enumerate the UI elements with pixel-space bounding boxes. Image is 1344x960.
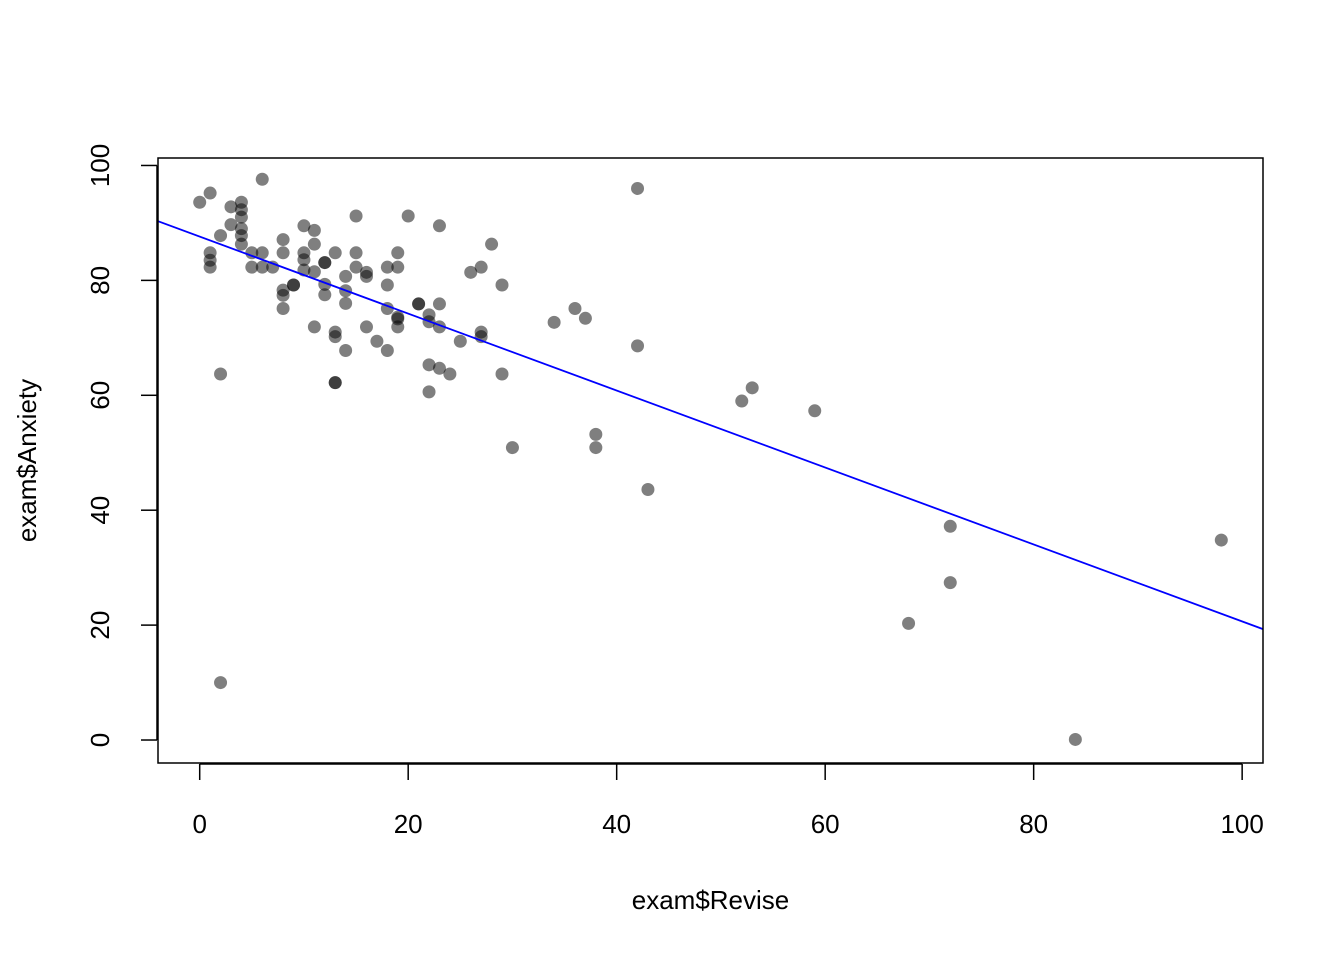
data-points — [193, 172, 1228, 746]
data-point — [453, 334, 467, 348]
data-point — [276, 246, 290, 260]
data-point — [328, 376, 342, 390]
y-tick-label: 40 — [85, 496, 115, 525]
y-axis: 0 20 40 60 80 100 — [85, 144, 158, 747]
data-point — [422, 385, 436, 399]
data-point — [943, 519, 957, 533]
data-point — [432, 297, 446, 311]
x-tick-label: 60 — [811, 809, 840, 839]
data-point — [391, 320, 405, 334]
data-point — [224, 218, 238, 232]
data-point — [245, 246, 259, 260]
data-point — [307, 237, 321, 251]
data-point — [370, 334, 384, 348]
data-point — [735, 394, 749, 408]
data-point — [297, 219, 311, 233]
data-point — [328, 330, 342, 344]
data-point — [443, 367, 457, 381]
data-point — [943, 576, 957, 590]
data-point — [359, 320, 373, 334]
data-point — [349, 260, 363, 274]
data-point — [505, 441, 519, 455]
data-point — [391, 246, 405, 260]
data-point — [214, 229, 228, 243]
data-point — [589, 441, 603, 455]
data-point — [589, 427, 603, 441]
data-point — [631, 339, 645, 353]
data-point — [255, 246, 269, 260]
data-point — [287, 278, 301, 292]
data-point — [339, 296, 353, 310]
x-tick-label: 100 — [1220, 809, 1263, 839]
data-point — [401, 209, 415, 223]
data-point — [318, 288, 332, 302]
y-tick-label: 100 — [85, 144, 115, 187]
regression-line — [157, 220, 1264, 630]
data-point — [203, 260, 217, 274]
data-point — [1068, 732, 1082, 746]
data-point — [255, 172, 269, 186]
data-point — [318, 256, 332, 270]
data-point — [412, 297, 426, 311]
data-point — [391, 260, 405, 274]
data-point — [432, 361, 446, 375]
data-point — [485, 237, 499, 251]
data-point — [297, 253, 311, 267]
data-point — [276, 288, 290, 302]
data-point — [495, 278, 509, 292]
x-tick-label: 20 — [394, 809, 423, 839]
data-point — [464, 265, 478, 279]
data-point — [245, 260, 259, 274]
plot-frame — [157, 157, 1264, 764]
data-point — [641, 483, 655, 497]
x-tick-label: 0 — [192, 809, 206, 839]
x-axis: 0 20 40 60 80 100 — [192, 763, 1264, 839]
data-point — [307, 320, 321, 334]
x-axis-label: exam$Revise — [632, 885, 790, 915]
data-point — [380, 343, 394, 357]
y-tick-label: 0 — [85, 733, 115, 747]
data-point — [349, 209, 363, 223]
data-point — [380, 260, 394, 274]
data-point — [234, 210, 248, 224]
data-point — [193, 195, 207, 209]
data-point — [339, 269, 353, 283]
data-point — [568, 302, 582, 316]
data-point — [328, 246, 342, 260]
y-tick-label: 60 — [85, 381, 115, 410]
data-point — [1214, 533, 1228, 547]
data-point — [808, 404, 822, 418]
data-point — [745, 381, 759, 395]
data-point — [349, 246, 363, 260]
data-point — [224, 200, 238, 214]
y-tick-label: 20 — [85, 611, 115, 640]
data-point — [307, 223, 321, 237]
data-point — [214, 676, 228, 690]
data-point — [380, 278, 394, 292]
y-tick-label: 80 — [85, 266, 115, 295]
data-point — [432, 219, 446, 233]
data-point — [578, 311, 592, 325]
x-tick-label: 80 — [1019, 809, 1048, 839]
data-point — [307, 265, 321, 279]
data-point — [474, 260, 488, 274]
data-point — [276, 233, 290, 247]
data-point — [234, 237, 248, 251]
data-point — [495, 367, 509, 381]
data-point — [631, 181, 645, 195]
y-axis-label: exam$Anxiety — [12, 379, 42, 542]
data-point — [255, 260, 269, 274]
x-tick-label: 40 — [602, 809, 631, 839]
data-point — [203, 186, 217, 200]
data-point — [339, 343, 353, 357]
data-point — [422, 358, 436, 372]
data-point — [276, 302, 290, 316]
data-point — [547, 315, 561, 329]
data-point — [359, 269, 373, 283]
data-point — [214, 367, 228, 381]
data-point — [902, 616, 916, 630]
